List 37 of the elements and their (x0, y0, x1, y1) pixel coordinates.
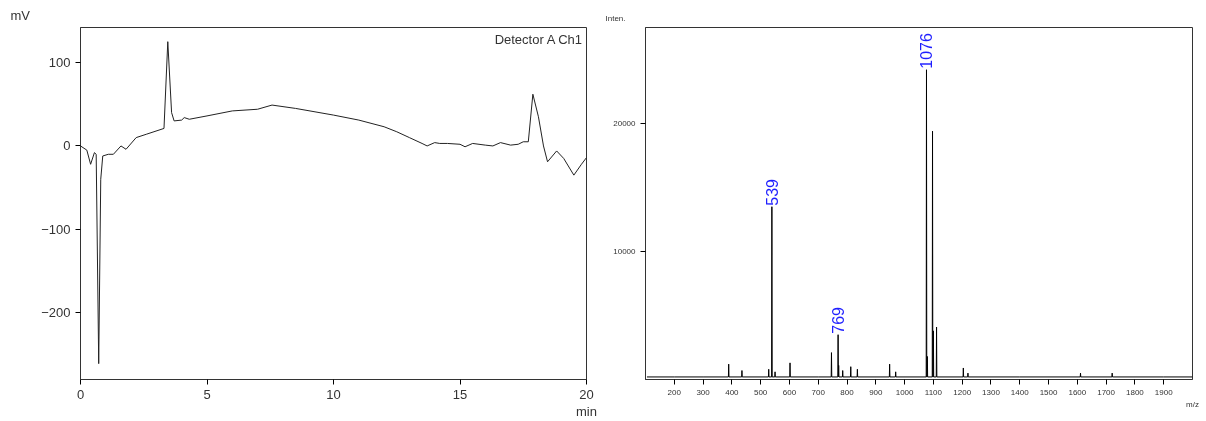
y-tick-label: 0 (63, 138, 71, 154)
y-tick-label: −100 (41, 221, 71, 237)
x-tick-label: 1900 (1154, 387, 1174, 397)
x-tick-label: 1300 (982, 387, 1001, 397)
annotation: Detector A Ch1 (494, 31, 583, 47)
x-tick-label: 1100 (924, 387, 943, 397)
x-tick-label: 20 (579, 386, 594, 402)
x-tick-label: 600 (782, 387, 797, 397)
x-tick-label: 300 (696, 387, 711, 397)
y-tick-label: 20000 (613, 119, 637, 128)
x-tick-label: 900 (869, 387, 884, 397)
x-tick-label: 1600 (1068, 387, 1087, 397)
y-tick-label: 10000 (613, 247, 637, 256)
x-tick-label: 1700 (1097, 387, 1116, 397)
x-tick-label: 1400 (1010, 387, 1030, 397)
x-tick-label: 15 (452, 386, 468, 402)
x-axis-title: m/z (1186, 399, 1199, 409)
x-tick-label: 200 (667, 387, 682, 397)
annotation: 769 (830, 306, 848, 334)
x-tick-label: 800 (840, 387, 855, 397)
x-axis-title: min (576, 403, 597, 419)
x-tick-label: 5 (203, 386, 211, 402)
y-tick-label: 100 (48, 55, 71, 71)
x-tick-label: 1800 (1126, 387, 1145, 397)
x-tick-label: 700 (811, 387, 826, 397)
x-tick-label: 1200 (953, 387, 972, 397)
x-tick-label: 1500 (1039, 387, 1058, 397)
x-tick-label: 0 (76, 386, 85, 402)
x-tick-label: 1000 (895, 387, 915, 397)
y-axis-title: mV (10, 7, 31, 23)
y-tick-label: −200 (41, 305, 71, 321)
x-tick-label: 500 (753, 387, 768, 397)
y-axis-title: Inten. (605, 13, 626, 23)
x-tick-label: 400 (725, 387, 740, 397)
annotation: 1076 (918, 33, 936, 69)
x-tick-label: 10 (326, 386, 341, 402)
annotation: 539 (763, 178, 781, 206)
